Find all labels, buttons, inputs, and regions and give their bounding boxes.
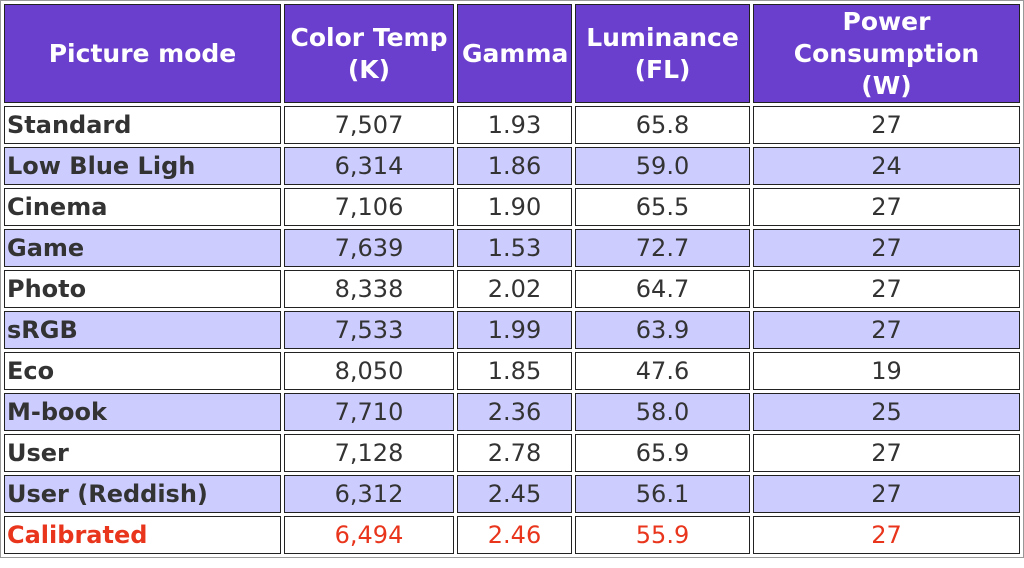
header-cell: Color Temp (K) xyxy=(284,4,454,103)
table-cell: 1.99 xyxy=(457,311,572,349)
table-cell: 7,533 xyxy=(284,311,454,349)
table-cell: 8,338 xyxy=(284,270,454,308)
table-cell: 2.45 xyxy=(457,475,572,513)
table-cell: 6,312 xyxy=(284,475,454,513)
row-label: User (Reddish) xyxy=(4,475,281,513)
table-row: Game 7,639 1.53 72.7 27 xyxy=(4,229,1020,267)
row-label: Calibrated xyxy=(4,516,281,554)
row-label: Low Blue Ligh xyxy=(4,147,281,185)
header-text: Gamma xyxy=(462,38,569,68)
header-cell: Power Consumption (W) xyxy=(753,4,1020,103)
header-text: (FL) xyxy=(634,54,691,84)
table-cell: 1.85 xyxy=(457,352,572,390)
table-cell: 7,128 xyxy=(284,434,454,472)
row-label: sRGB xyxy=(4,311,281,349)
table-cell: 6,494 xyxy=(284,516,454,554)
table-cell: 25 xyxy=(753,393,1020,431)
table-row: M-book 7,710 2.36 58.0 25 xyxy=(4,393,1020,431)
header-cell: Luminance (FL) xyxy=(575,4,750,103)
table-row: User 7,128 2.78 65.9 27 xyxy=(4,434,1020,472)
table-cell: 27 xyxy=(753,229,1020,267)
row-label: Game xyxy=(4,229,281,267)
row-label: Standard xyxy=(4,106,281,144)
table-row: Cinema 7,106 1.90 65.5 27 xyxy=(4,188,1020,226)
table-cell: 72.7 xyxy=(575,229,750,267)
header-text: Consumption xyxy=(793,38,980,68)
table-cell: 1.86 xyxy=(457,147,572,185)
header-text: Luminance xyxy=(586,22,739,52)
table-cell: 1.93 xyxy=(457,106,572,144)
row-label: Cinema xyxy=(4,188,281,226)
table-row: Eco 8,050 1.85 47.6 19 xyxy=(4,352,1020,390)
table-cell: 59.0 xyxy=(575,147,750,185)
table-cell: 8,050 xyxy=(284,352,454,390)
table-cell: 7,710 xyxy=(284,393,454,431)
table-cell: 1.90 xyxy=(457,188,572,226)
table-cell: 7,639 xyxy=(284,229,454,267)
table-cell: 65.9 xyxy=(575,434,750,472)
table-cell: 27 xyxy=(753,311,1020,349)
table-cell: 2.02 xyxy=(457,270,572,308)
table-cell: 56.1 xyxy=(575,475,750,513)
table-row: Standard 7,507 1.93 65.8 27 xyxy=(4,106,1020,144)
table-cell: 2.78 xyxy=(457,434,572,472)
table-cell: 55.9 xyxy=(575,516,750,554)
table-cell: 63.9 xyxy=(575,311,750,349)
table-cell: 58.0 xyxy=(575,393,750,431)
table-cell: 7,507 xyxy=(284,106,454,144)
table-body: Standard 7,507 1.93 65.8 27 Low Blue Ligh 6,31… xyxy=(4,106,1020,554)
table-row: User (Reddish) 6,312 2.45 56.1 27 xyxy=(4,475,1020,513)
row-label: Eco xyxy=(4,352,281,390)
header-cell: Gamma xyxy=(457,4,572,103)
table-cell: 2.46 xyxy=(457,516,572,554)
table-row: Photo 8,338 2.02 64.7 27 xyxy=(4,270,1020,308)
table-cell: 47.6 xyxy=(575,352,750,390)
table-cell: 19 xyxy=(753,352,1020,390)
table-cell: 7,106 xyxy=(284,188,454,226)
header-cell: Picture mode xyxy=(4,4,281,103)
table-cell: 27 xyxy=(753,106,1020,144)
table-cell: 64.7 xyxy=(575,270,750,308)
table-cell: 65.8 xyxy=(575,106,750,144)
table-cell: 27 xyxy=(753,516,1020,554)
row-label: Photo xyxy=(4,270,281,308)
table-cell: 6,314 xyxy=(284,147,454,185)
table-row: Low Blue Ligh 6,314 1.86 59.0 24 xyxy=(4,147,1020,185)
table-row: Calibrated 6,494 2.46 55.9 27 xyxy=(4,516,1020,554)
header-text: Color Temp xyxy=(290,22,448,52)
header-text: (W) xyxy=(861,70,912,100)
row-label: User xyxy=(4,434,281,472)
header-row: Picture mode Color Temp (K) Gamma Luminance(… xyxy=(4,4,1020,103)
table-cell: 65.5 xyxy=(575,188,750,226)
table-cell: 1.53 xyxy=(457,229,572,267)
header-text: (K) xyxy=(347,54,391,84)
table-cell: 24 xyxy=(753,147,1020,185)
table-cell: 27 xyxy=(753,188,1020,226)
table-cell: 27 xyxy=(753,270,1020,308)
header-text: Power xyxy=(842,6,931,36)
table-cell: 27 xyxy=(753,475,1020,513)
table-row: sRGB 7,533 1.99 63.9 27 xyxy=(4,311,1020,349)
row-label: M-book xyxy=(4,393,281,431)
table-cell: 2.36 xyxy=(457,393,572,431)
header-text: Picture mode xyxy=(48,38,237,68)
table-cell: 27 xyxy=(753,434,1020,472)
